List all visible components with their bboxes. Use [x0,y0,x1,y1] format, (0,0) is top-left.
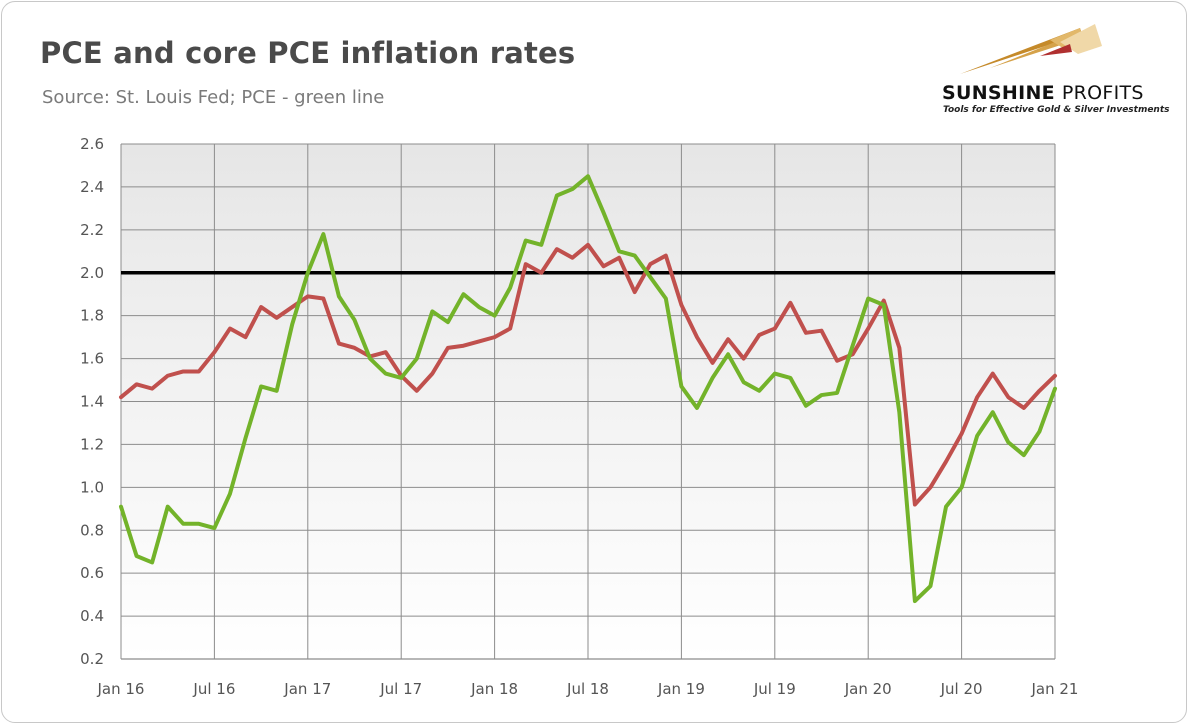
y-axis: 0.2 0.4 0.6 0.8 1.0 1.2 1.4 1.6 1.8 2.0 2.2 2.4 2.6 [80,135,104,668]
y-tick-label: 2.2 [80,221,104,239]
x-tick-label: Jul 20 [940,680,983,698]
y-tick-label: 1.2 [80,435,104,453]
y-tick-label: 1.0 [80,478,104,496]
y-tick-label: 2.4 [80,178,104,196]
series-line-pce [119,174,1057,604]
x-tick-label: Jan 16 [97,680,145,698]
x-axis: Jan 16 Jul 16 Jan 17 Jul 17 Jan 18 Jul 18 Jan … [97,680,1079,698]
y-tick-label: 1.4 [80,393,104,411]
gridlines [120,143,1056,660]
x-tick-label: Jul 17 [379,680,422,698]
x-tick-label: Jul 19 [753,680,796,698]
x-tick-label: Jan 17 [283,680,331,698]
x-tick-label: Jan 19 [657,680,705,698]
sunshine-profits-logo-icon [960,24,1102,74]
x-tick-label: Jul 16 [192,680,235,698]
x-tick-label: Jul 18 [566,680,609,698]
chart-subtitle: Source: St. Louis Fed; PCE - green line [42,87,385,108]
series-group [119,174,1057,604]
series-line-core_pce [119,242,1057,507]
x-tick-label: Jan 20 [844,680,892,698]
y-tick-label: 2.0 [80,264,104,282]
logo-name-thin: PROFITS [1061,82,1144,104]
y-tick-label: 0.6 [80,564,104,582]
y-tick-label: 0.4 [80,607,104,625]
logo-tagline: Tools for Effective Gold & Silver Invest… [943,105,1170,115]
y-tick-label: 1.8 [80,307,104,325]
x-tick-label: Jan 18 [470,680,518,698]
y-tick-label: 2.6 [80,135,104,153]
x-tick-label: Jan 21 [1031,680,1079,698]
chart-title: PCE and core PCE inflation rates [40,36,576,70]
logo-name-bold: SUNSHINE [942,82,1055,104]
logo-name: SUNSHINE PROFITS [942,82,1144,104]
y-tick-label: 1.6 [80,350,104,368]
y-tick-label: 0.2 [80,650,104,668]
y-tick-label: 0.8 [80,521,104,539]
